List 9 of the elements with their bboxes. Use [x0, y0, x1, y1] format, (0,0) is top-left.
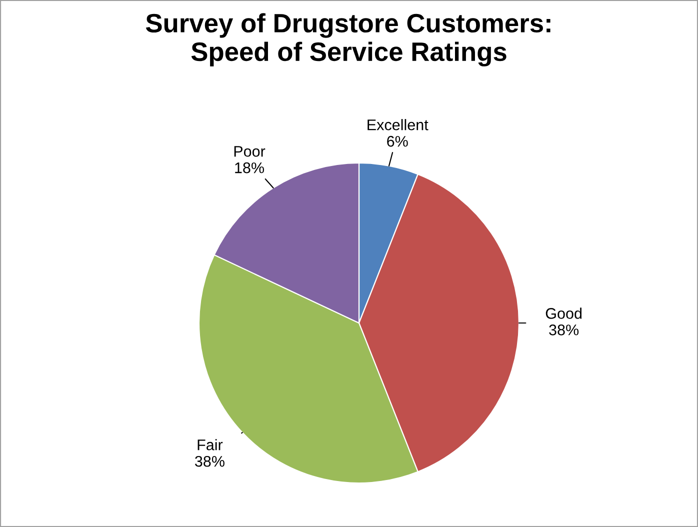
data-label: 6% [387, 136, 408, 147]
data-label: 38% [195, 456, 224, 467]
data-label: 38% [549, 324, 579, 336]
slice-label: Fair [198, 439, 223, 450]
data-label: 18% [235, 162, 264, 174]
slice-label: Good [546, 308, 582, 319]
chart-title: Survey of Drugstore Customers: Speed of Service Ratings [146, 13, 550, 66]
slice-label: Poor [234, 146, 266, 157]
slice-label: Excellent [368, 119, 428, 130]
